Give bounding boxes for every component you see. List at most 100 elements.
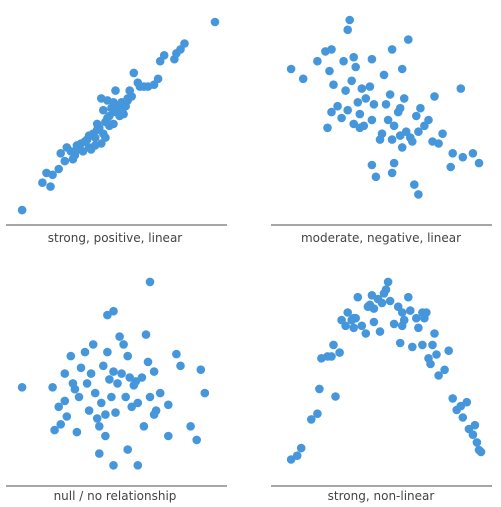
- data-point: [339, 56, 348, 66]
- data-point: [331, 392, 340, 401]
- data-point: [149, 367, 159, 376]
- data-point: [50, 425, 59, 435]
- data-point: [428, 340, 437, 350]
- data-point: [426, 359, 435, 369]
- panel-strong-non-linear: strong, non-linear: [271, 277, 492, 503]
- data-point: [468, 430, 478, 440]
- data-point: [72, 427, 82, 437]
- data-point: [389, 158, 399, 168]
- data-point: [456, 84, 466, 93]
- data-point: [369, 317, 379, 327]
- data-point: [109, 98, 118, 107]
- data-point: [349, 119, 359, 129]
- data-point: [101, 133, 110, 142]
- data-point: [412, 313, 421, 323]
- points-strong-non-linear: [286, 277, 486, 464]
- data-point: [361, 329, 371, 338]
- data-point: [377, 298, 387, 308]
- data-point: [95, 449, 104, 458]
- data-point: [323, 123, 332, 133]
- data-point: [119, 340, 128, 349]
- data-point: [109, 306, 118, 316]
- data-point: [145, 392, 155, 402]
- data-point: [145, 277, 155, 287]
- data-point: [107, 392, 116, 402]
- data-point: [200, 388, 210, 398]
- data-point: [389, 121, 399, 131]
- data-point: [105, 375, 114, 384]
- data-point: [66, 351, 76, 361]
- data-point: [333, 101, 342, 111]
- data-point: [66, 147, 76, 156]
- data-point: [164, 431, 173, 441]
- data-point: [99, 361, 108, 371]
- data-point: [196, 365, 206, 375]
- data-point: [121, 392, 130, 402]
- data-point: [296, 443, 306, 453]
- data-point: [474, 158, 484, 168]
- data-point: [60, 369, 70, 378]
- data-point: [125, 373, 134, 382]
- data-point: [341, 321, 350, 331]
- data-point: [404, 35, 413, 44]
- data-point: [123, 96, 132, 105]
- data-point: [139, 82, 149, 91]
- data-point: [101, 431, 110, 441]
- data-point: [103, 310, 112, 320]
- data-point: [56, 420, 65, 429]
- data-point: [458, 413, 468, 422]
- data-point: [397, 64, 407, 74]
- panel-label: strong, positive, linear: [48, 231, 183, 245]
- data-point: [367, 54, 377, 64]
- data-point: [155, 388, 165, 398]
- data-point: [424, 115, 433, 125]
- data-point: [385, 296, 395, 306]
- data-point: [327, 45, 336, 54]
- data-point: [82, 379, 92, 388]
- panel-strong-positive-linear: strong, positive, linear: [6, 17, 227, 245]
- data-point: [440, 365, 449, 375]
- panel-label: moderate, negative, linear: [301, 231, 461, 245]
- data-point: [192, 435, 201, 445]
- data-point: [95, 422, 104, 431]
- data-point: [430, 329, 439, 338]
- data-point: [395, 338, 405, 348]
- data-point: [313, 56, 322, 66]
- points-null-no-relationship: [17, 277, 210, 470]
- data-point: [470, 420, 480, 430]
- data-point: [414, 127, 423, 136]
- data-point: [353, 98, 363, 107]
- data-point: [375, 327, 385, 336]
- panel-label: strong, non-linear: [328, 489, 435, 503]
- data-point: [54, 164, 63, 174]
- data-point: [369, 304, 379, 313]
- data-point: [111, 408, 120, 417]
- data-point: [131, 377, 141, 386]
- data-point: [355, 123, 365, 133]
- data-point: [432, 350, 441, 359]
- data-point: [408, 342, 417, 352]
- data-point: [343, 105, 353, 115]
- panel-label: null / no relationship: [54, 489, 177, 503]
- data-point: [327, 352, 336, 361]
- data-point: [412, 111, 421, 121]
- data-point: [149, 410, 159, 419]
- data-point: [42, 168, 51, 178]
- data-point: [292, 451, 302, 461]
- data-point: [46, 182, 55, 191]
- data-point: [351, 62, 361, 72]
- points-moderate-negative-linear: [286, 15, 484, 199]
- data-point: [133, 461, 143, 470]
- data-point: [129, 68, 139, 78]
- data-point: [367, 115, 377, 125]
- data-point: [422, 308, 431, 317]
- data-point: [298, 74, 308, 84]
- data-point: [113, 379, 122, 388]
- data-point: [387, 45, 397, 54]
- data-point: [383, 277, 393, 287]
- data-point: [347, 76, 357, 86]
- data-point: [357, 321, 367, 331]
- data-point: [387, 168, 397, 178]
- data-point: [141, 330, 151, 339]
- data-point: [97, 94, 106, 103]
